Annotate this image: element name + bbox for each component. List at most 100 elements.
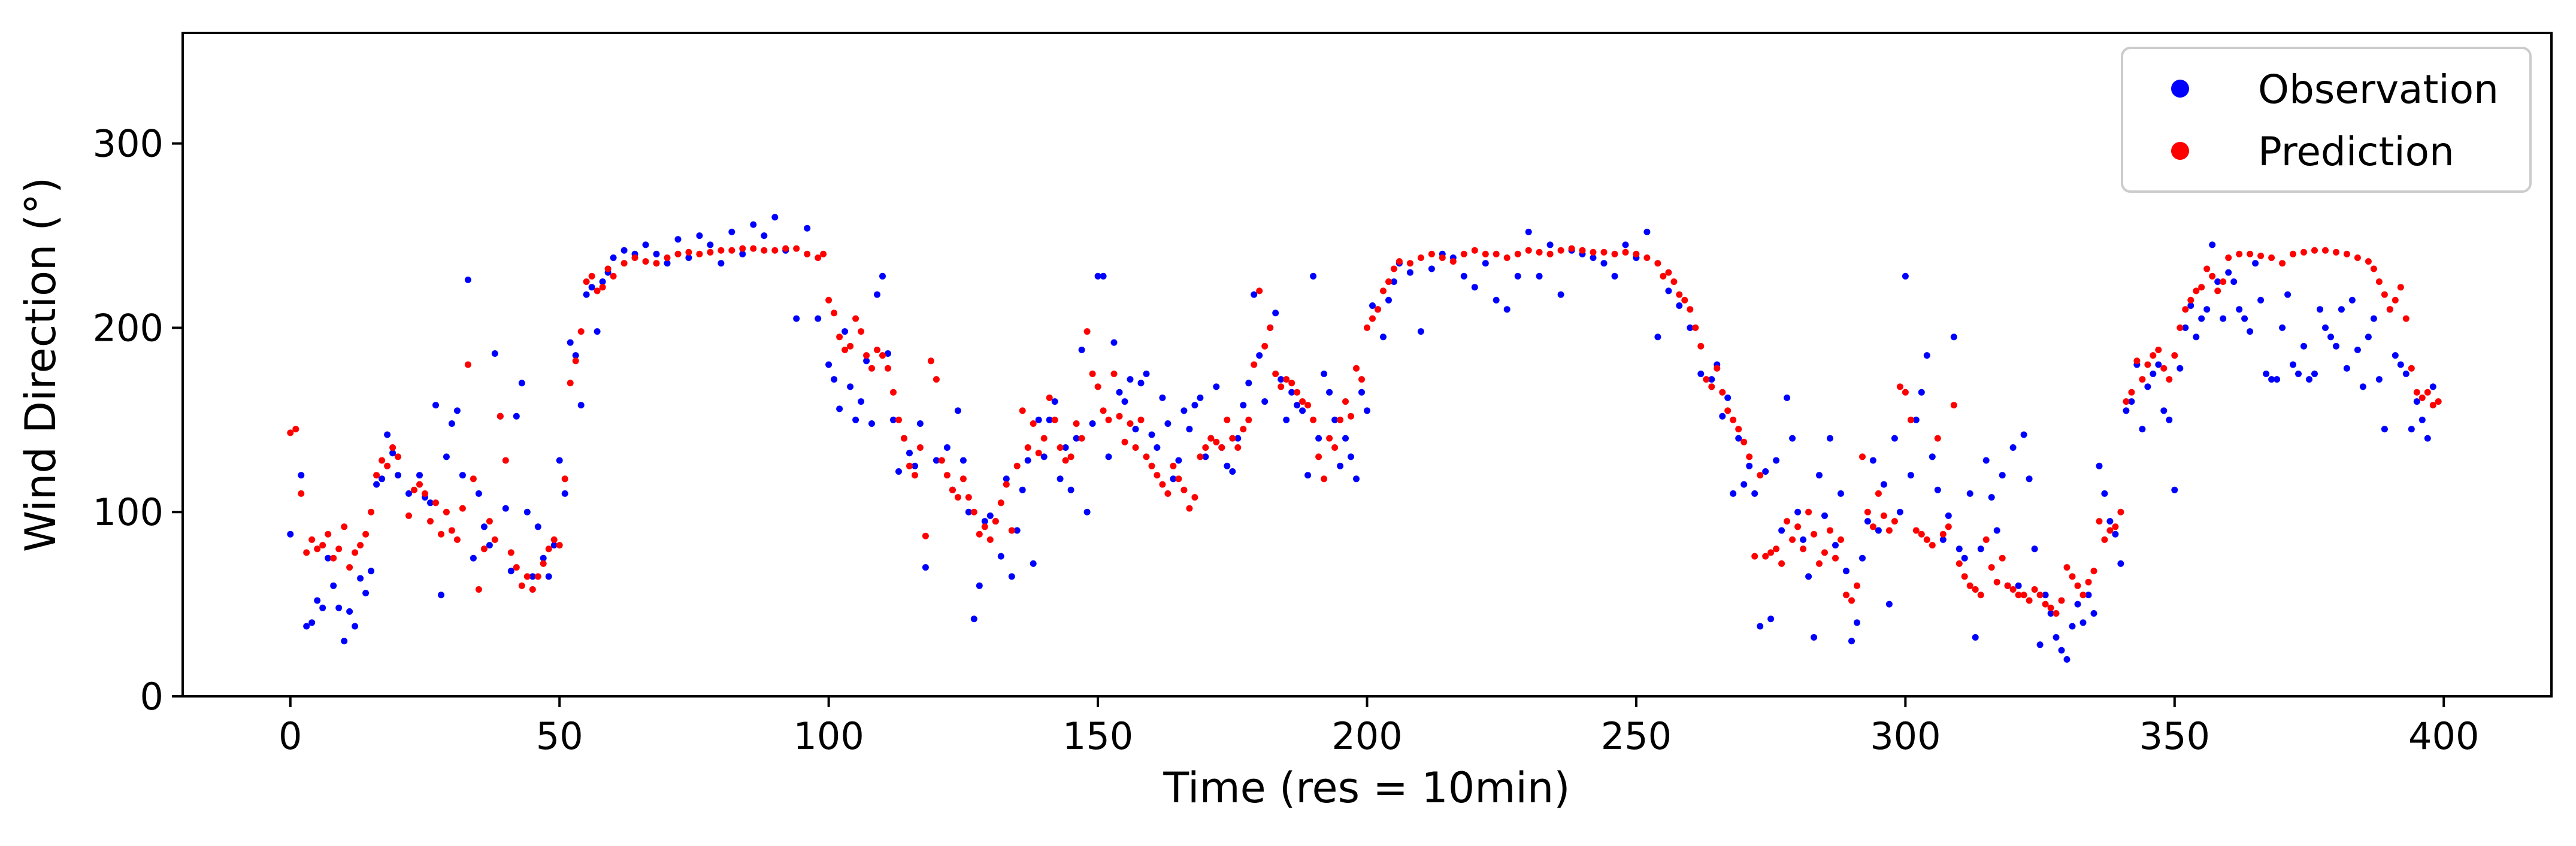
prediction-point-165	[1283, 376, 1290, 383]
observation-point-304	[2214, 278, 2221, 285]
prediction-point-173	[1326, 435, 1333, 442]
prediction-point-81	[831, 310, 838, 317]
prediction-point-242	[1827, 527, 1833, 534]
prediction-point-96	[912, 472, 918, 479]
observation-point-295	[2166, 416, 2173, 423]
prediction-point-18	[384, 462, 391, 469]
observation-point-188	[1471, 284, 1478, 291]
prediction-point-16	[373, 472, 380, 479]
prediction-point-156	[1234, 444, 1242, 451]
observation-point-291	[2144, 383, 2151, 390]
observation-point-327	[2338, 306, 2345, 313]
prediction-point-257	[1907, 416, 1914, 423]
prediction-point-221	[1714, 365, 1721, 372]
prediction-point-35	[480, 545, 488, 553]
prediction-point-109	[981, 523, 988, 530]
observation-point-290	[2139, 426, 2146, 433]
y-tick-label-300: 300	[93, 122, 164, 166]
observation-point-33	[480, 523, 488, 530]
observation-point-44	[540, 554, 547, 562]
prediction-point-41	[513, 564, 520, 571]
observation-point-212	[1719, 413, 1726, 420]
observation-point-202	[1622, 241, 1629, 248]
prediction-point-208	[1633, 250, 1640, 257]
observation-point-270	[2031, 545, 2038, 553]
observation-point-135	[1148, 431, 1155, 438]
observation-point-30	[464, 276, 471, 283]
x-tick-label-250: 250	[1601, 714, 1672, 758]
prediction-point-133	[1110, 370, 1118, 377]
prediction-point-66	[685, 248, 692, 256]
observation-point-245	[1896, 508, 1903, 516]
prediction-point-295	[2112, 523, 2119, 530]
prediction-point-337	[2408, 365, 2415, 372]
prediction-point-117	[1024, 444, 1031, 451]
observation-point-110	[1013, 527, 1021, 534]
observation-point-46	[550, 542, 558, 549]
prediction-point-222	[1719, 389, 1726, 396]
observation-point-102	[970, 615, 977, 623]
observation-point-13	[362, 590, 370, 597]
prediction-point-217	[1692, 324, 1699, 331]
observation-point-104	[981, 518, 988, 525]
observation-point-301	[2198, 315, 2205, 322]
prediction-point-250	[1869, 523, 1876, 530]
observation-point-251	[1929, 453, 1936, 460]
prediction-point-293	[2101, 536, 2108, 543]
legend-box	[2121, 47, 2532, 193]
prediction-point-202	[1568, 245, 1575, 252]
prediction-point-199	[1536, 248, 1543, 256]
observation-point-55	[599, 278, 606, 285]
observation-point-163	[1299, 407, 1306, 414]
observation-point-151	[1234, 435, 1242, 442]
prediction-point-97	[916, 444, 924, 451]
prediction-point-22	[411, 486, 417, 493]
prediction-point-90	[879, 352, 886, 359]
prediction-point-190	[1439, 254, 1446, 261]
observation-point-263	[1993, 527, 2000, 534]
observation-point-26	[443, 453, 450, 460]
observation-point-153	[1245, 380, 1252, 387]
observation-point-285	[2112, 530, 2119, 538]
prediction-point-9	[335, 545, 343, 553]
observation-point-256	[1956, 545, 1963, 553]
prediction-point-21	[405, 512, 412, 519]
observation-point-331	[2359, 383, 2366, 390]
observation-point-34	[486, 542, 493, 549]
prediction-point-279	[2026, 597, 2033, 604]
prediction-point-296	[2117, 508, 2124, 516]
prediction-point-331	[2375, 278, 2383, 285]
observation-point-80	[841, 328, 849, 335]
observation-point-108	[1003, 475, 1010, 483]
prediction-point-110	[986, 536, 994, 543]
prediction-point-136	[1127, 420, 1134, 427]
observation-point-306	[2225, 269, 2232, 276]
observation-point-191	[1503, 306, 1511, 313]
prediction-point-119	[1035, 450, 1042, 457]
observation-point-259	[1972, 634, 1979, 641]
observation-point-29	[459, 472, 466, 479]
observation-point-332	[2365, 333, 2372, 341]
observation-point-3	[308, 619, 316, 626]
prediction-point-171	[1315, 453, 1322, 460]
prediction-point-276	[2009, 586, 2017, 593]
prediction-point-60	[620, 260, 628, 267]
prediction-point-36	[486, 518, 493, 525]
prediction-point-158	[1245, 416, 1252, 423]
observation-point-124	[1089, 420, 1096, 427]
observation-point-294	[2160, 407, 2168, 414]
prediction-point-155	[1229, 435, 1236, 442]
prediction-point-267	[1961, 573, 1968, 580]
x-tick-label-100: 100	[793, 714, 864, 758]
observation-point-314	[2268, 376, 2275, 383]
prediction-point-298	[2128, 389, 2135, 396]
observation-point-97	[943, 444, 951, 451]
prediction-point-70	[728, 247, 735, 254]
prediction-point-138	[1137, 416, 1145, 423]
prediction-point-59	[610, 272, 617, 280]
prediction-point-45	[534, 573, 541, 580]
prediction-point-189	[1428, 250, 1435, 257]
observation-point-199	[1590, 254, 1597, 261]
prediction-point-102	[943, 472, 951, 479]
